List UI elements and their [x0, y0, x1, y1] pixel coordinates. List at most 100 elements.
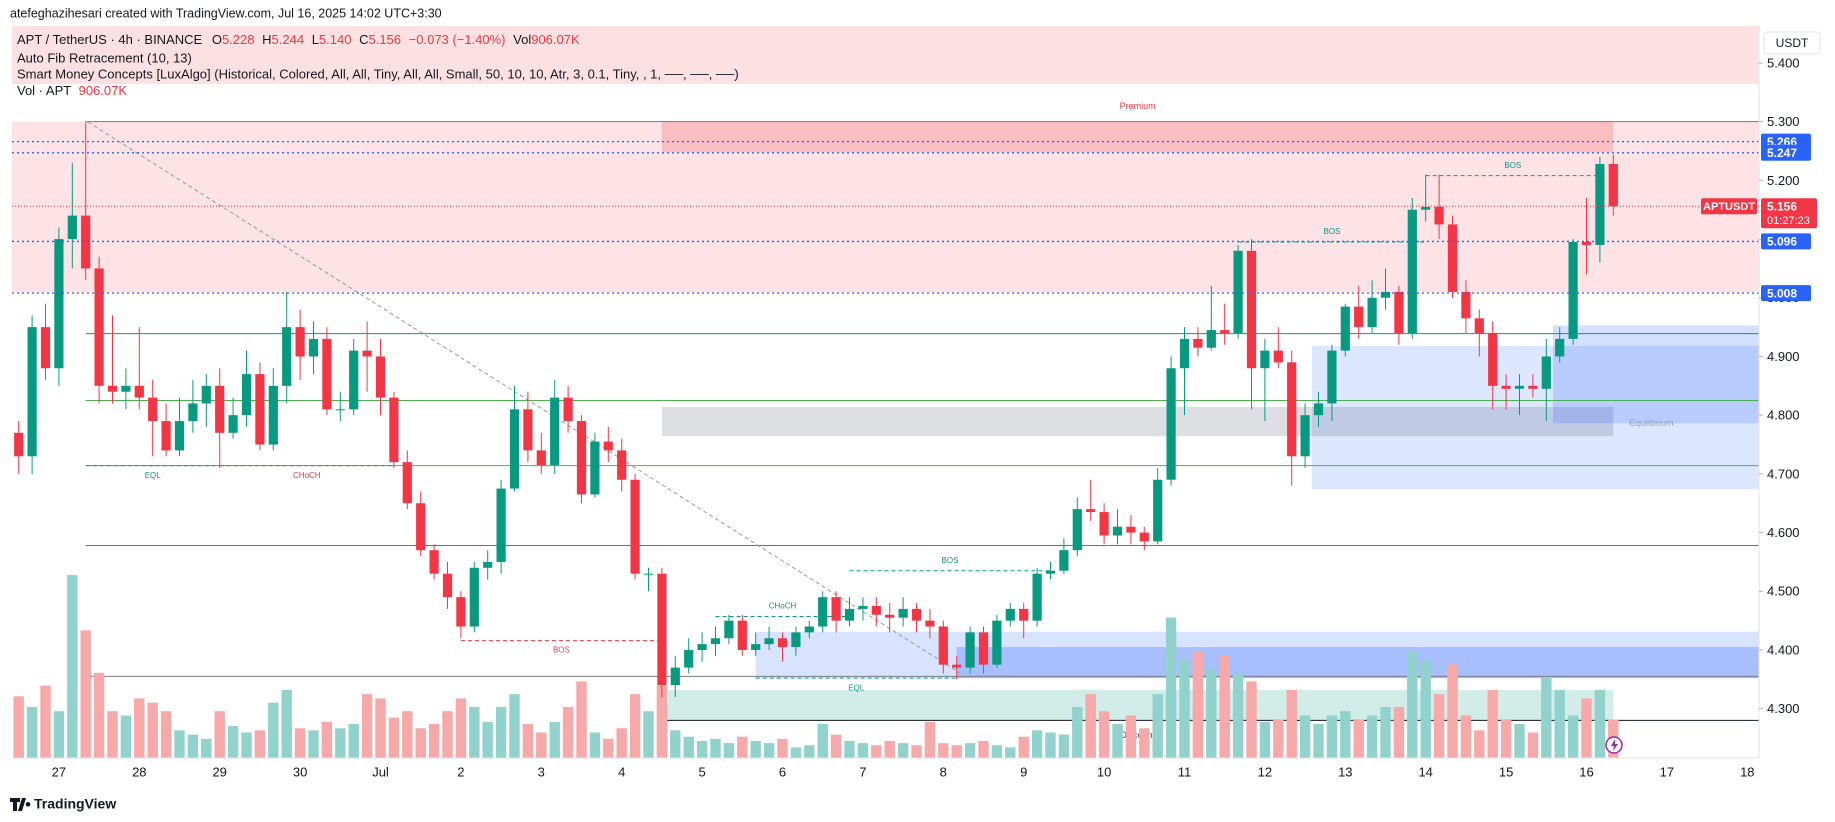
x-tick-label: 5	[698, 764, 705, 779]
structure-label: EQL	[145, 471, 162, 480]
y-tick-label: 4.700	[1767, 466, 1800, 481]
candle-body	[375, 356, 386, 398]
zone	[661, 406, 1614, 437]
y-tick-label: 5.300	[1767, 114, 1800, 129]
x-tick-label: 14	[1418, 764, 1432, 779]
volume-bar	[1393, 706, 1405, 758]
volume-bar	[134, 698, 145, 758]
candle-body	[791, 632, 801, 648]
candle-body	[121, 385, 131, 392]
volume-bar	[616, 728, 627, 758]
ohlc-value: 5.244	[272, 32, 305, 47]
x-tick-label: 2	[457, 764, 464, 779]
candle-body	[1447, 224, 1458, 292]
candle-body	[1072, 509, 1082, 551]
volume-bar	[804, 745, 815, 758]
candle-body	[268, 385, 278, 445]
volume-bar	[335, 728, 346, 758]
alert-icon-bolt	[1611, 739, 1618, 751]
x-tick-label: 7	[859, 764, 866, 779]
volume-bar	[1447, 664, 1458, 758]
candle-body	[764, 638, 774, 645]
volume-bar	[1353, 719, 1364, 758]
candle-body	[1407, 209, 1417, 334]
candle-body	[389, 397, 399, 463]
volume-bar	[938, 743, 949, 758]
candle-body	[1059, 550, 1069, 571]
volume-bar	[268, 702, 279, 758]
candle-body	[1555, 338, 1565, 357]
last-price-symbol-tag	[1701, 198, 1757, 215]
candle-body	[1166, 368, 1176, 480]
candle-body	[1032, 573, 1042, 621]
candle-body	[134, 385, 144, 398]
volume-bar	[817, 723, 828, 758]
volume-bar	[1487, 689, 1498, 758]
legend-band	[12, 26, 1759, 84]
volume-bar	[1139, 728, 1150, 758]
volume-bar	[1031, 730, 1043, 758]
candle-body	[1461, 291, 1471, 319]
volume-bar	[254, 730, 266, 758]
volume-bar	[1179, 660, 1190, 758]
candle-body	[1220, 330, 1230, 334]
volume-bar	[294, 728, 306, 758]
volume-bar	[53, 711, 65, 758]
volume-bar	[26, 706, 38, 758]
candle-body	[1126, 526, 1136, 533]
brand: TradingView	[34, 796, 116, 812]
candle-body	[1367, 297, 1377, 328]
x-tick-label: 9	[1020, 764, 1027, 779]
zone	[755, 631, 1759, 679]
volume-bar	[40, 685, 51, 758]
candle-body	[54, 239, 64, 369]
volume-bar	[1058, 734, 1070, 758]
x-tick-label: 4	[618, 764, 625, 779]
candle-body	[1260, 350, 1270, 369]
volume-bar	[830, 734, 842, 758]
candle-body	[1568, 242, 1578, 339]
x-tick-label: 30	[293, 764, 307, 779]
volume-bar	[1407, 651, 1418, 758]
zone	[661, 121, 1614, 153]
volume-bar	[562, 706, 574, 758]
volume-bar	[1165, 617, 1177, 758]
indicator: Smart Money Concepts [LuxAlgo] (Historic…	[17, 66, 739, 81]
candle-body	[1528, 385, 1538, 389]
structure-label: BOS	[553, 646, 570, 655]
x-tick-label: 3	[538, 764, 545, 779]
zone	[12, 121, 1759, 293]
candle-body	[416, 503, 426, 551]
x-tick-label: 29	[212, 764, 226, 779]
zone	[1553, 325, 1759, 424]
candle-body	[456, 597, 466, 627]
candle-body	[617, 450, 627, 480]
candle-body	[1019, 608, 1029, 621]
candle-body	[1514, 385, 1525, 389]
legend-line: APT / TetherUS · 4h · BINANCE O5.228 H5.…	[17, 32, 580, 47]
candle-body	[496, 488, 506, 562]
candle-body	[965, 632, 975, 668]
currency-box[interactable]	[1763, 31, 1821, 55]
x-tick-label: 13	[1338, 764, 1352, 779]
x-tick-label: 12	[1258, 764, 1272, 779]
candle-body	[188, 403, 198, 422]
candle-body	[335, 409, 345, 411]
candle-body	[148, 397, 158, 422]
axes: 4.3004.4004.5004.6004.7004.8004.9005.000…	[52, 55, 1817, 779]
candle-body	[643, 573, 654, 575]
candle-body	[777, 638, 788, 648]
volume-bar	[790, 747, 802, 758]
vol-value: 906.07K	[531, 32, 580, 47]
volume-bar	[629, 694, 641, 758]
volume-bar	[737, 736, 748, 758]
volume-bar	[308, 730, 319, 758]
candle-body	[563, 397, 573, 422]
volume-bar	[93, 672, 105, 758]
x-tick-label: 8	[940, 764, 947, 779]
candle-body	[174, 421, 185, 451]
candle-body	[898, 608, 908, 618]
volume-bar	[1206, 668, 1217, 758]
currency[interactable]: USDT	[1776, 36, 1809, 50]
